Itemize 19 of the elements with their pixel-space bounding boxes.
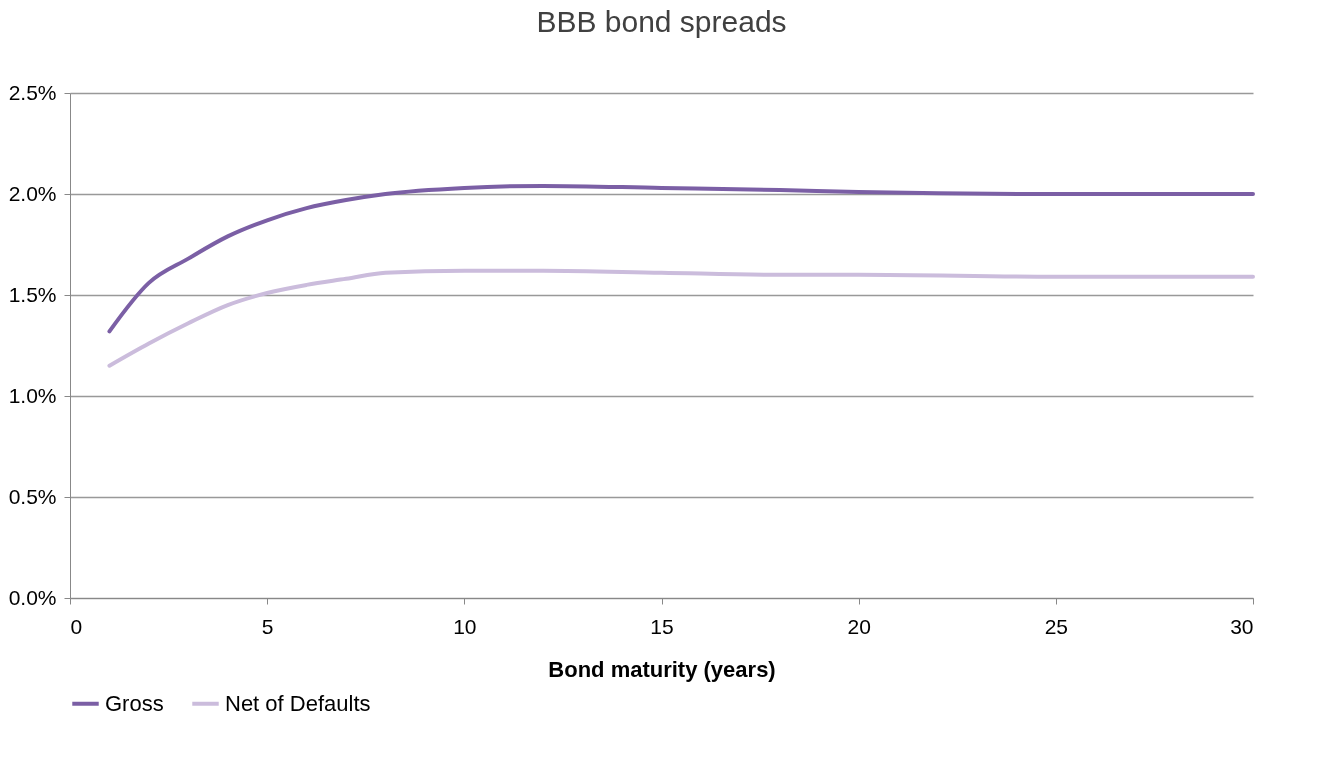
chart-title: BBB bond spreads [536, 5, 787, 38]
y-tick-label: 0.0% [8, 585, 57, 609]
x-tick-label: 15 [650, 614, 674, 638]
x-axis-title: Bond maturity (years) [548, 656, 776, 682]
line-series [107, 268, 1255, 368]
y-tick-label: 1.0% [8, 383, 57, 407]
y-tick-label: 0.5% [8, 484, 57, 508]
legend-label: Net of Defaults [225, 690, 371, 716]
x-tick-label: 20 [847, 614, 871, 638]
x-tick-label: 5 [261, 614, 274, 638]
x-tick-label: 30 [1230, 614, 1254, 638]
y-tick-label: 1.5% [8, 282, 57, 306]
legend-label: Gross [105, 690, 164, 716]
y-tick-label: 2.5% [8, 80, 57, 104]
y-tick-label: 2.0% [8, 181, 57, 205]
line-series [107, 183, 1255, 334]
x-tick-label: 25 [1044, 614, 1069, 638]
x-tick-label: 10 [453, 614, 477, 638]
x-tick-label: 0 [70, 614, 83, 638]
